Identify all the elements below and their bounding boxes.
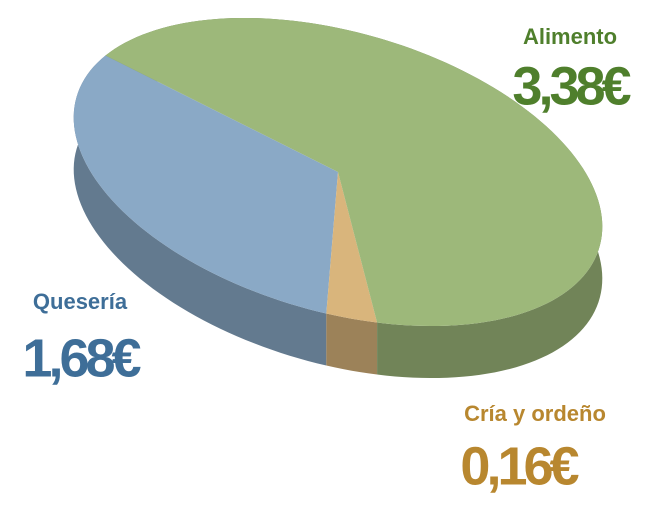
slice-side bbox=[326, 313, 378, 375]
slice bbox=[326, 172, 378, 323]
value-label: 1,68€ bbox=[22, 328, 141, 388]
labels: Alimento 3,38€ Quesería 1,68€ Cría y ordeño 0… bbox=[22, 24, 635, 496]
slice bbox=[73, 55, 338, 314]
pie bbox=[73, 17, 603, 379]
category-label: Cría y ordeño bbox=[464, 401, 606, 426]
value-label: 3,38€ bbox=[512, 56, 631, 116]
category-label: Quesería bbox=[33, 289, 128, 314]
value-label: 0,16€ bbox=[460, 436, 579, 496]
slice bbox=[105, 17, 603, 327]
category-label: Alimento bbox=[523, 24, 617, 49]
